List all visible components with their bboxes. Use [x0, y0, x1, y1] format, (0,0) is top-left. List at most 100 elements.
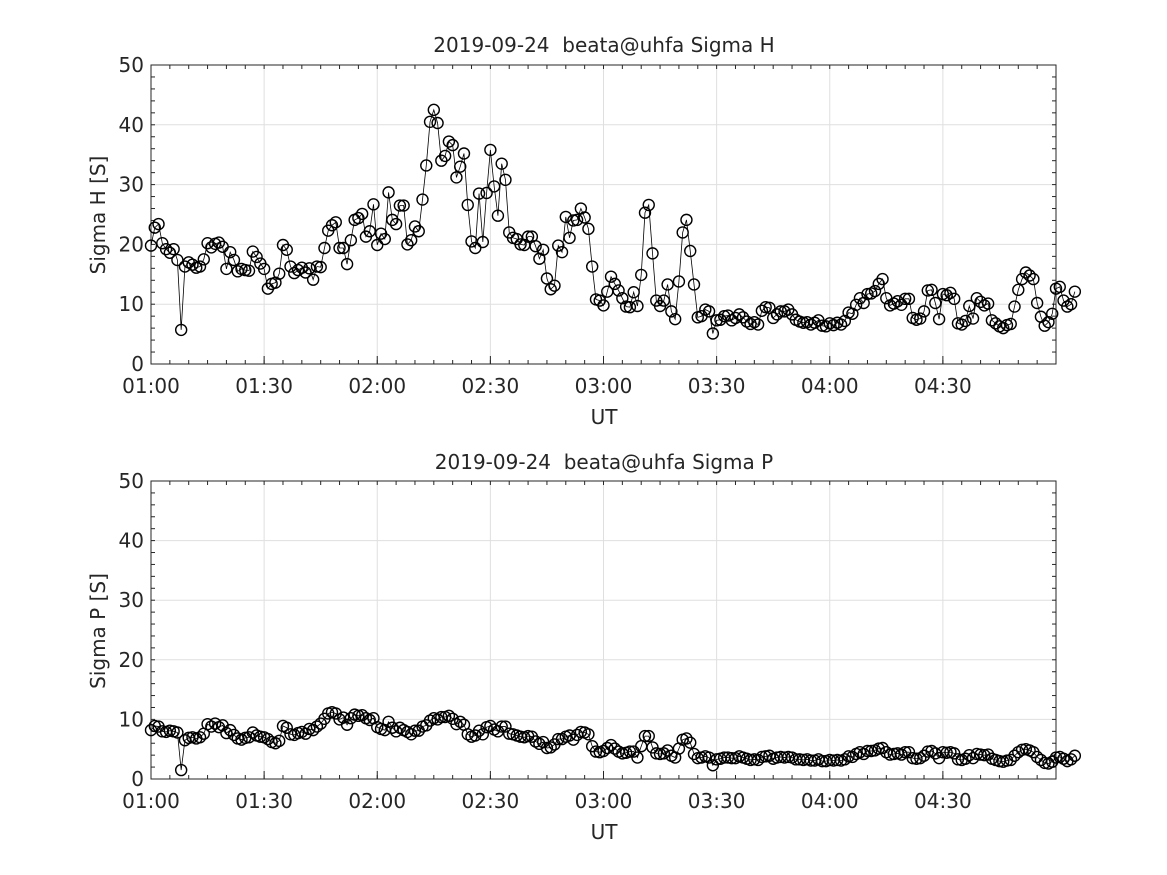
data-point: [529, 239, 542, 253]
data-point: [340, 257, 354, 271]
data-point: [849, 298, 863, 311]
x-tick-label: 03:30: [688, 374, 746, 398]
data-point: [616, 292, 629, 305]
data-point: [902, 745, 916, 759]
data-point: [631, 299, 644, 313]
data-point: [891, 295, 904, 308]
data-point: [404, 234, 418, 247]
y-tick-label: 0: [131, 352, 144, 376]
data-point: [604, 270, 618, 283]
data-point: [352, 211, 365, 225]
data-point: [386, 213, 399, 227]
data-point: [914, 312, 927, 325]
data-point: [438, 149, 452, 163]
data-point: [1046, 307, 1059, 320]
data-point: [608, 277, 622, 291]
data-point: [355, 207, 369, 221]
data-point: [959, 752, 972, 765]
data-point: [736, 311, 750, 324]
data-point: [152, 217, 165, 231]
data-point: [1064, 298, 1078, 311]
data-point: [499, 173, 512, 187]
data-point: [838, 314, 852, 328]
data-point: [766, 311, 780, 325]
data-point: [167, 242, 180, 256]
data-point: [642, 729, 655, 743]
y-tick-label: 20: [119, 232, 144, 256]
data-point: [544, 741, 557, 754]
data-point: [601, 741, 614, 755]
data-point: [314, 260, 327, 274]
data-point: [631, 751, 644, 764]
data-point: [966, 312, 980, 325]
data-point: [970, 292, 984, 305]
data-point: [1068, 285, 1082, 298]
data-point: [412, 225, 425, 238]
axes: 01:00 01:30 02:00 02:30 03:00 03:30 04:00 04:30…: [119, 53, 1057, 398]
data-point: [1064, 753, 1078, 766]
data-point: [876, 741, 889, 755]
data-point: [386, 721, 399, 734]
data-point: [273, 267, 286, 280]
data-point: [559, 210, 572, 224]
data-point: [548, 279, 561, 292]
x-tick-label: 03:00: [575, 789, 633, 813]
data-point: [329, 707, 342, 720]
data-point: [552, 732, 565, 746]
data-point: [898, 745, 912, 759]
data-point: [834, 318, 848, 331]
data-point: [646, 247, 659, 260]
data-point: [585, 260, 599, 273]
data-point: [1012, 283, 1025, 297]
data-point: [917, 305, 931, 318]
data-point: [495, 720, 508, 733]
data-point: [902, 292, 916, 306]
sigma-p-chart: 2019-09-24 beata@uhfa Sigma P Sigma P [S…: [86, 450, 1082, 844]
data-point: [163, 246, 177, 259]
data-point: [646, 741, 659, 754]
y-axis-label: Sigma H [S]: [86, 156, 110, 275]
data-point: [367, 198, 380, 211]
data-point: [635, 268, 648, 282]
data-point: [642, 198, 655, 212]
data-point: [408, 724, 422, 737]
data-point: [770, 308, 784, 321]
data-point: [997, 321, 1010, 335]
y-tick-label: 30: [119, 588, 144, 612]
data-point: [1023, 269, 1036, 282]
data-point: [1008, 749, 1021, 762]
data-point: [838, 753, 852, 766]
data-point: [1027, 272, 1040, 286]
data-point: [472, 187, 486, 200]
data-point: [389, 217, 403, 231]
data-point: [544, 283, 557, 296]
data-point: [578, 211, 591, 224]
data-point: [148, 221, 161, 234]
data-point: [371, 238, 384, 252]
data-point: [340, 718, 354, 731]
x-axis-label: UT: [591, 820, 619, 844]
data-point: [495, 157, 508, 170]
data-point: [665, 305, 678, 318]
data-point: [932, 312, 946, 326]
x-tick-label: 02:00: [348, 374, 406, 398]
data-point: [676, 226, 689, 239]
data-point: [755, 304, 769, 317]
x-tick-label: 02:30: [462, 374, 520, 398]
data-point: [627, 286, 640, 299]
data-point: [857, 747, 870, 761]
data-point: [563, 729, 576, 742]
data-point: [344, 712, 358, 725]
data-point: [672, 275, 686, 288]
data-point: [687, 278, 701, 291]
data-point: [454, 715, 467, 728]
data-point: [929, 296, 942, 310]
data-point: [420, 159, 433, 172]
data-point: [1019, 266, 1033, 279]
data-point: [310, 720, 324, 733]
data-point: [431, 116, 444, 130]
x-axis-label: UT: [591, 405, 619, 429]
x-tick-label: 01:00: [122, 789, 180, 813]
